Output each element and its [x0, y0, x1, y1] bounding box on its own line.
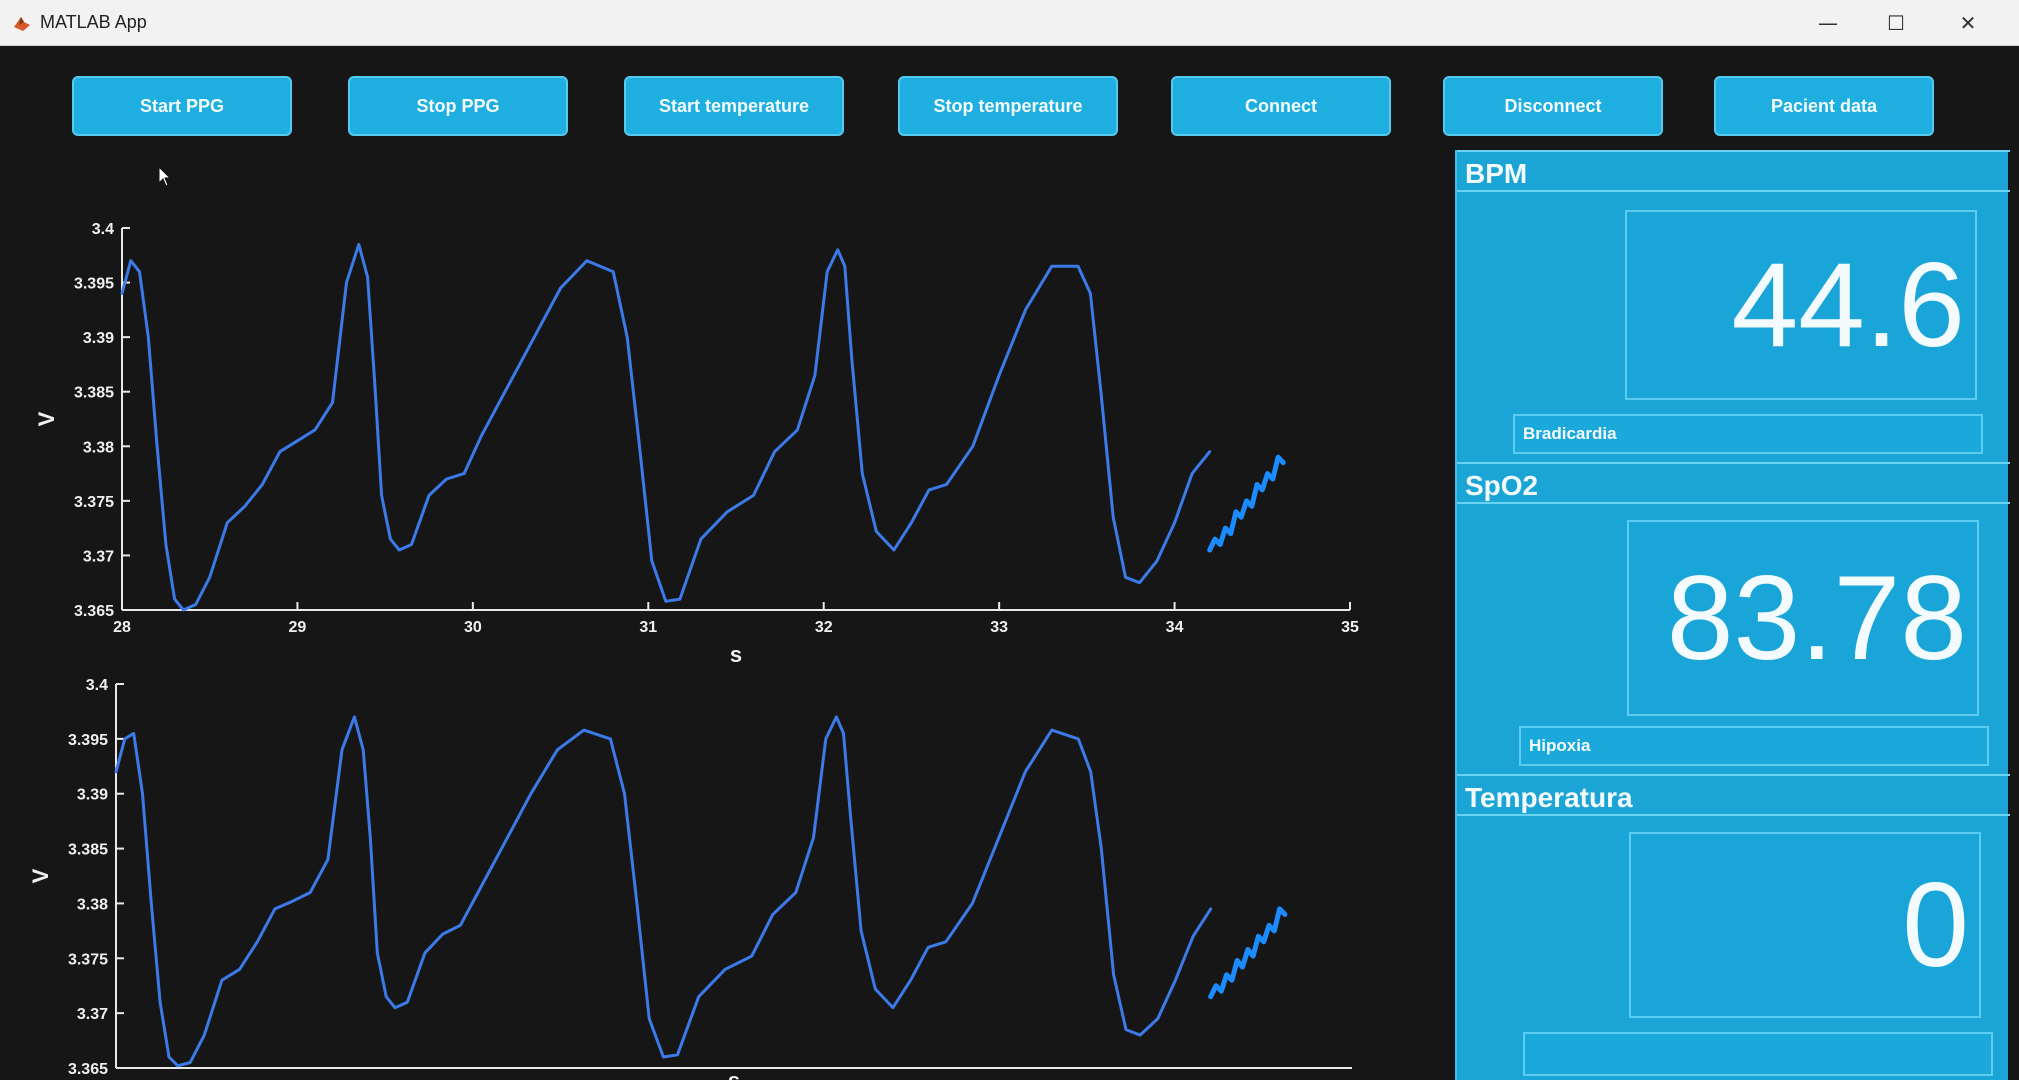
ppg-plot-bottom[interactable]: 3.365 3.37 3.375 3.38 3.385 3.39 3.395 3.4 s V: [0, 626, 1400, 1080]
y-tick-label: 3.38: [83, 439, 114, 456]
temperature-group: Temperatura 0: [1457, 774, 2010, 1080]
ppg-trace: [120, 242, 1212, 612]
temperature-value-field: 0: [1629, 832, 1981, 1018]
close-button[interactable]: ✕: [1959, 11, 1977, 35]
x-tick-label: 28: [113, 619, 131, 636]
y-tick-label: 3.37: [77, 1006, 108, 1023]
minimize-button[interactable]: —: [1818, 11, 1838, 35]
y-tick-label: 3.39: [83, 330, 114, 347]
y-tick-label: 3.365: [74, 603, 114, 620]
start-ppg-button[interactable]: Start PPG: [72, 76, 292, 136]
spo2-group: SpO2 83.78 Hipoxia: [1457, 462, 2010, 772]
ppg-trace: [114, 715, 1213, 1068]
y-tick-label: 3.385: [74, 385, 114, 402]
bpm-value-field: 44.6: [1625, 210, 1977, 400]
disconnect-button[interactable]: Disconnect: [1443, 76, 1663, 136]
y-tick-label: 3.375: [68, 951, 108, 968]
spo2-value: 83.78: [1666, 551, 1967, 685]
ppg-live-trace: [1207, 454, 1286, 553]
spo2-status-field: Hipoxia: [1519, 726, 1989, 766]
ppg-live-trace: [1208, 906, 1288, 1000]
stop-temperature-button[interactable]: Stop temperature: [898, 76, 1118, 136]
spo2-header: SpO2: [1457, 462, 2010, 504]
x-tick-label: 31: [639, 619, 657, 636]
y-axis-label: V: [34, 411, 59, 426]
y-tick-label: 3.4: [92, 221, 114, 238]
app-area: Start PPG Stop PPG Start temperature Sto…: [0, 46, 2019, 1080]
y-tick-label: 3.4: [86, 677, 108, 694]
y-tick-label: 3.37: [83, 548, 114, 565]
stop-ppg-button[interactable]: Stop PPG: [348, 76, 568, 136]
start-temperature-button[interactable]: Start temperature: [624, 76, 844, 136]
x-axis-label: s: [730, 642, 742, 666]
y-tick-label: 3.375: [74, 494, 114, 511]
y-tick-label: 3.395: [74, 276, 114, 293]
x-tick-label: 30: [464, 619, 482, 636]
temperature-value: 0: [1902, 858, 1969, 992]
y-axis-label: V: [28, 868, 53, 883]
connect-button[interactable]: Connect: [1171, 76, 1391, 136]
x-tick-label: 32: [815, 619, 833, 636]
bpm-group: BPM 44.6 Bradicardia: [1457, 150, 2010, 460]
window-titlebar: MATLAB App — ☐ ✕: [0, 0, 2019, 46]
y-tick-label: 3.385: [68, 842, 108, 859]
ppg-plot-top[interactable]: 3.365 3.37 3.375 3.38 3.385 3.39 3.395 3.4 28 29 3…: [0, 166, 1400, 666]
matlab-icon: [14, 17, 30, 31]
x-tick-label: 29: [289, 619, 307, 636]
vitals-panel: BPM 44.6 Bradicardia SpO2 83.78 Hipoxia: [1455, 150, 2010, 1080]
y-tick-label: 3.38: [77, 896, 108, 913]
bpm-title: BPM: [1465, 158, 1528, 189]
x-tick-label: 33: [990, 619, 1008, 636]
spo2-status: Hipoxia: [1529, 736, 1591, 755]
spo2-value-field: 83.78: [1627, 520, 1979, 716]
pacient-data-button[interactable]: Pacient data: [1714, 76, 1934, 136]
x-tick-label: 34: [1166, 619, 1184, 636]
temperature-status-field: [1523, 1032, 1993, 1076]
y-tick-label: 3.365: [68, 1061, 108, 1078]
spo2-title: SpO2: [1465, 470, 1539, 501]
window-title: MATLAB App: [40, 12, 147, 32]
bpm-status-field: Bradicardia: [1513, 414, 1983, 454]
temperature-header: Temperatura: [1457, 774, 2010, 816]
bpm-header: BPM: [1457, 150, 2010, 192]
x-axis-label: s: [728, 1068, 740, 1080]
y-tick-label: 3.39: [77, 787, 108, 804]
bpm-status: Bradicardia: [1523, 424, 1617, 443]
maximize-button[interactable]: ☐: [1887, 11, 1905, 35]
x-tick-label: 35: [1341, 619, 1359, 636]
bpm-value: 44.6: [1731, 238, 1965, 372]
y-tick-label: 3.395: [68, 732, 108, 749]
temperature-title: Temperatura: [1465, 782, 1633, 813]
mouse-cursor-icon: [158, 166, 172, 187]
